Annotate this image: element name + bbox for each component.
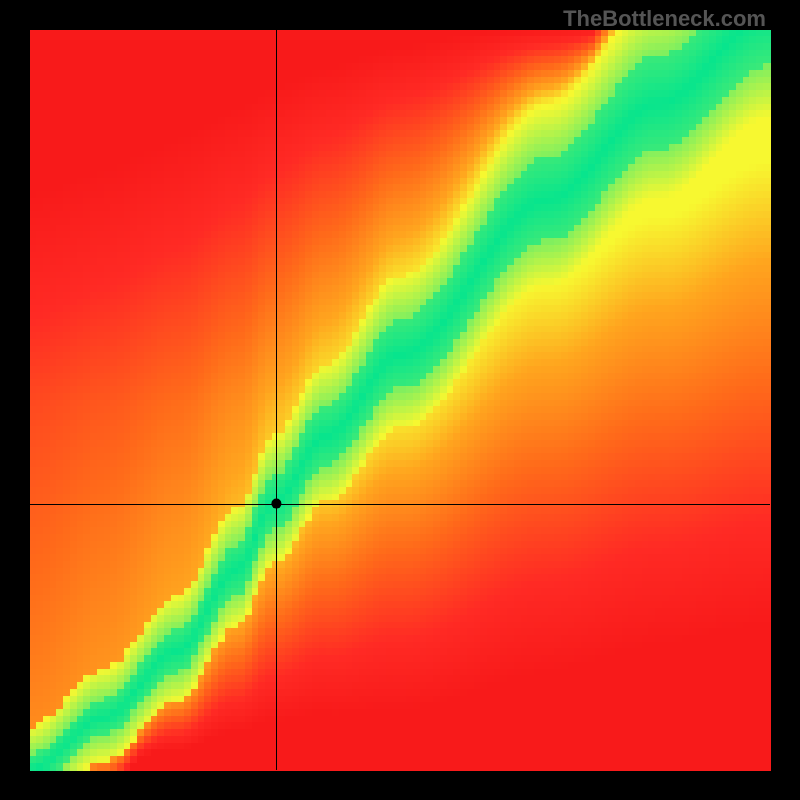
watermark-text: TheBottleneck.com (563, 6, 766, 32)
chart-container: { "watermark": { "text": "TheBottleneck.… (0, 0, 800, 800)
bottleneck-heatmap (0, 0, 800, 800)
